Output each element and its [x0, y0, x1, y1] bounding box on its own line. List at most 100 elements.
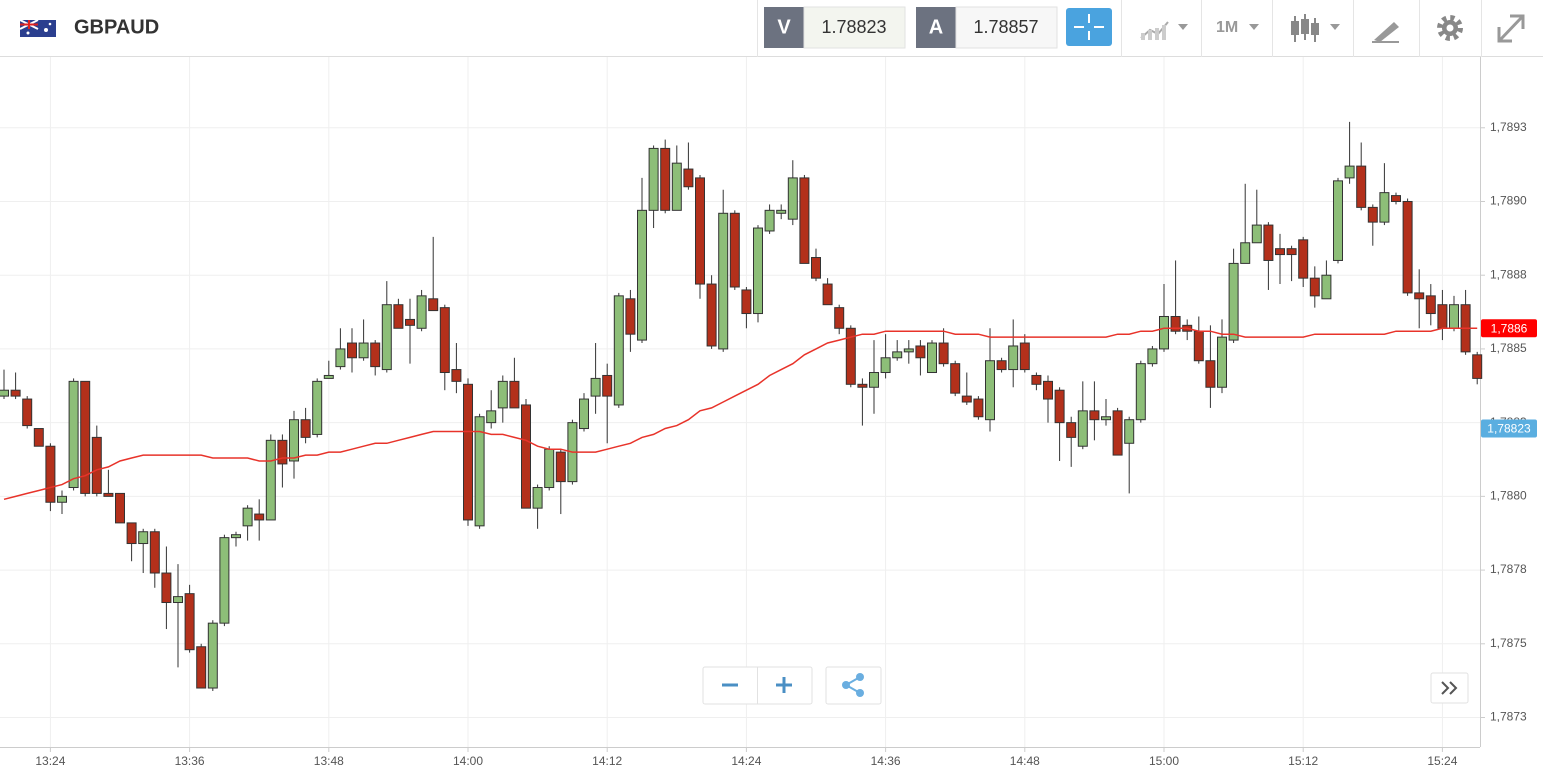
- candle-body: [416, 295, 427, 329]
- moving-average: [3, 327, 1478, 501]
- candle-body: [10, 389, 21, 397]
- candle-body: [834, 307, 845, 329]
- indicator-button[interactable]: [1140, 21, 1188, 40]
- candle-body: [729, 212, 740, 288]
- candle-body: [973, 398, 984, 418]
- candle-body: [277, 439, 288, 465]
- zoom-controls: [702, 666, 813, 705]
- candle-body: [1402, 200, 1413, 294]
- candle-body: [381, 304, 392, 371]
- ask-price: 1.78857: [973, 17, 1038, 37]
- candle-body: [1170, 315, 1181, 332]
- candle-body: [428, 298, 439, 312]
- candle-body: [80, 380, 91, 494]
- candle-body: [312, 380, 323, 435]
- candle-body: [1344, 165, 1355, 179]
- candle-body: [57, 495, 67, 503]
- timeframe[interactable]: 1M: [1216, 19, 1238, 36]
- bid-price: 1.78823: [821, 17, 886, 37]
- candle-body: [289, 419, 299, 462]
- chart-type-button[interactable]: [1291, 14, 1340, 42]
- x-tick-label: 14:00: [453, 754, 483, 768]
- candle-body: [184, 593, 195, 651]
- x-tick-label: 13:24: [35, 754, 65, 768]
- candle-body: [799, 177, 810, 264]
- candle-body: [1101, 416, 1111, 421]
- draw-button[interactable]: [1372, 22, 1399, 43]
- candle-body: [45, 445, 56, 503]
- plot-area: 1,78931,78901,78881,78851,78831,78801,78…: [0, 57, 1537, 768]
- candle-body: [1309, 277, 1320, 297]
- candle-body: [207, 622, 218, 689]
- separator: [1121, 0, 1122, 57]
- zoom-in[interactable]: [776, 677, 792, 693]
- candle-body: [265, 439, 276, 521]
- candle-body: [1321, 274, 1332, 300]
- candle-body: [787, 177, 798, 220]
- x-tick-label: 13:36: [175, 754, 205, 768]
- candle-body: [1425, 295, 1436, 315]
- candle-body: [474, 416, 485, 527]
- candle-body: [579, 398, 589, 430]
- separator: [1201, 0, 1202, 57]
- bid-label: V: [777, 16, 791, 38]
- candle-body: [242, 507, 253, 527]
- x-tick-label: 14:24: [731, 754, 761, 768]
- candle-body: [1391, 195, 1401, 202]
- candle-body: [555, 451, 566, 483]
- candle-body: [892, 351, 903, 359]
- candle-body: [741, 289, 752, 315]
- x-tick-label: 15:00: [1149, 754, 1179, 768]
- candle-body: [173, 596, 183, 604]
- candle-body: [753, 227, 763, 315]
- candle-body: [486, 410, 497, 424]
- candle-body: [370, 342, 381, 368]
- candle-body: [33, 428, 44, 447]
- candle-body: [300, 419, 311, 438]
- candle-body: [1449, 304, 1459, 329]
- candle-body: [811, 257, 821, 279]
- x-tick-label: 14:48: [1010, 754, 1040, 768]
- candle-body: [1124, 419, 1135, 444]
- candle-body: [927, 342, 937, 374]
- ask-badge[interactable]: [916, 7, 956, 48]
- candle-body: [509, 380, 520, 409]
- x-tick-label: 13:48: [314, 754, 344, 768]
- candle-body: [1251, 224, 1262, 244]
- candle-body: [323, 374, 334, 379]
- candle-body: [915, 345, 926, 359]
- candle-body: [22, 398, 33, 427]
- settings-button[interactable]: [1437, 15, 1463, 41]
- candle-body: [1135, 363, 1146, 421]
- candle-body: [161, 572, 172, 604]
- fullscreen-button[interactable]: [1497, 14, 1525, 43]
- y-tick-label: 1,7875: [1490, 636, 1527, 650]
- crosshair-button[interactable]: [1066, 8, 1112, 46]
- candle-body: [347, 342, 357, 359]
- candle-body: [625, 298, 636, 335]
- separator: [757, 0, 758, 57]
- scroll-end-button[interactable]: [1430, 672, 1469, 704]
- candle-body: [196, 646, 207, 689]
- candle-body: [1472, 354, 1483, 379]
- candle-body: [103, 492, 114, 497]
- price-marker: [1481, 319, 1537, 338]
- candle-body: [1286, 248, 1297, 256]
- candle-body: [1008, 345, 1019, 371]
- candle-body: [1414, 292, 1425, 300]
- candle-body: [219, 537, 230, 624]
- candle-body: [1298, 239, 1309, 279]
- y-tick-label: 1,7885: [1490, 341, 1527, 355]
- candle-body: [1228, 262, 1239, 341]
- candle-body: [671, 162, 682, 211]
- candle-body: [149, 531, 160, 574]
- candle-body: [961, 395, 972, 403]
- share-button[interactable]: [825, 666, 882, 705]
- candle-body: [648, 147, 659, 211]
- candle-body: [463, 383, 473, 521]
- candle-body: [1147, 348, 1158, 365]
- x-tick-label: 15:24: [1427, 754, 1457, 768]
- candle-body: [68, 380, 79, 489]
- candle-body: [126, 522, 137, 545]
